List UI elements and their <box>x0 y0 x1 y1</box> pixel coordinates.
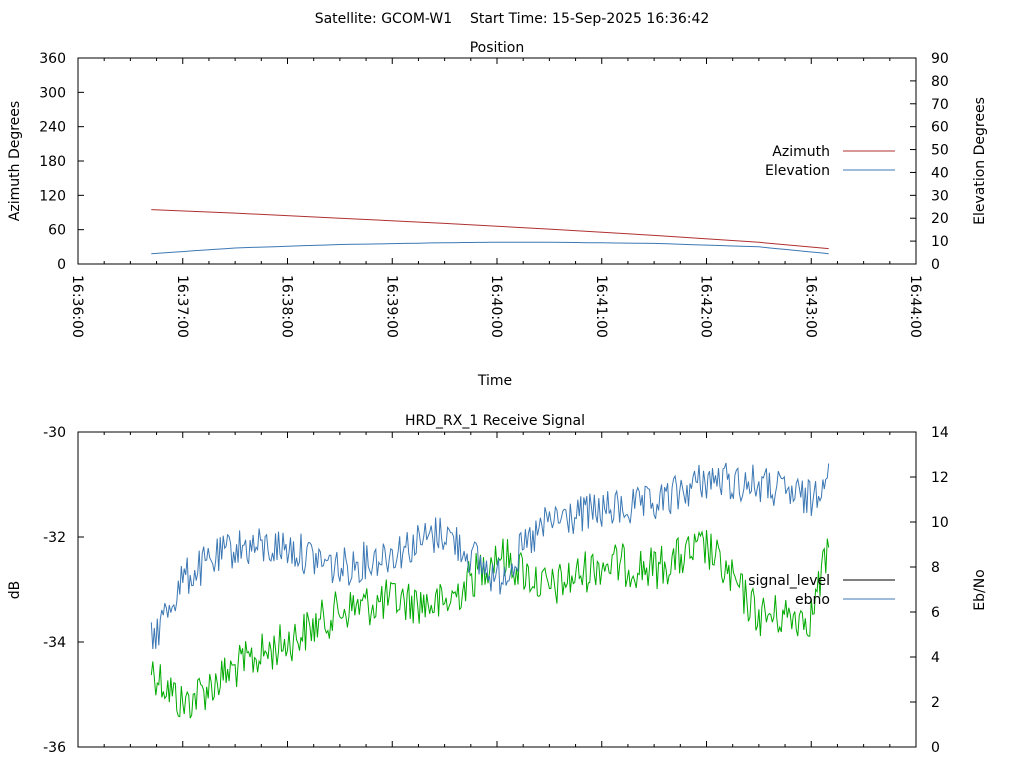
legend-elevation-label: Elevation <box>765 163 830 179</box>
elevation-tick-label: 30 <box>931 188 949 204</box>
legend-signal-level-label: signal_level <box>748 573 830 589</box>
azimuth-tick-label: 300 <box>39 85 66 101</box>
elevation-tick-label: 90 <box>931 51 949 67</box>
ebno-tick-label: 10 <box>931 515 949 531</box>
elevation-tick-label: 70 <box>931 97 949 113</box>
receive-plot-frame <box>77 431 917 748</box>
position-series <box>151 209 829 255</box>
ebno-axis-label: Eb/No <box>972 569 988 611</box>
time-tick-label: 16:42:00 <box>698 275 714 338</box>
green-signal-trace <box>150 530 830 719</box>
legend-azimuth-label: Azimuth <box>772 144 830 160</box>
ebno-tick-label: 4 <box>931 650 940 666</box>
elevation-series-line <box>151 241 829 255</box>
position-legend: Azimuth Elevation <box>765 144 895 179</box>
azimuth-tick-label: 240 <box>39 120 66 136</box>
elevation-tick-label: 40 <box>931 165 949 181</box>
ebno-tick-label: 6 <box>931 605 940 621</box>
ebno-tick-label: 14 <box>931 425 949 441</box>
ebno-tick-label: 2 <box>931 695 940 711</box>
time-tick-label: 16:40:00 <box>488 275 504 338</box>
ebno-tick-label: 0 <box>931 740 940 756</box>
azimuth-tick-label: 60 <box>48 223 66 239</box>
receive-legend: signal_level ebno <box>748 573 895 608</box>
db-tick-label: -34 <box>43 635 66 651</box>
legend-ebno-label: ebno <box>795 592 830 608</box>
time-tick-label: 16:37:00 <box>174 275 190 338</box>
time-axis-label: Time <box>477 373 512 389</box>
time-tick-label: 16:44:00 <box>907 275 923 338</box>
figure-header: Satellite: GCOM-W1 Start Time: 15-Sep-20… <box>315 11 710 27</box>
receive-signal-chart: HRD_RX_1 Receive Signal dB Eb/No -36-34-… <box>7 413 988 756</box>
azimuth-series-line <box>151 209 829 250</box>
position-ticks: 0 60 120 180 240 300 360 0 10 20 30 40 50 60 70 80 90 16:… <box>39 51 949 338</box>
db-axis-label: dB <box>7 581 23 600</box>
position-chart: Position Azimuth Degrees Elevation Degre… <box>7 40 988 389</box>
position-chart-title: Position <box>470 40 525 56</box>
elevation-tick-label: 20 <box>931 211 949 227</box>
db-tick-label: -36 <box>43 740 66 756</box>
elevation-tick-label: 80 <box>931 74 949 90</box>
azimuth-tick-label: 360 <box>39 51 66 67</box>
azimuth-tick-label: 180 <box>39 154 66 170</box>
elevation-axis-label: Elevation Degrees <box>972 97 988 225</box>
time-tick-label: 16:38:00 <box>279 275 295 338</box>
position-plot-frame <box>77 57 917 265</box>
elevation-tick-label: 0 <box>931 257 940 273</box>
elevation-tick-label: 50 <box>931 143 949 159</box>
time-tick-label: 16:41:00 <box>593 275 609 338</box>
azimuth-axis-label: Azimuth Degrees <box>7 101 23 221</box>
receive-signal-chart-title: HRD_RX_1 Receive Signal <box>405 413 585 429</box>
db-tick-label: -32 <box>43 530 66 546</box>
ebno-tick-label: 8 <box>931 560 940 576</box>
db-tick-label: -30 <box>43 425 66 441</box>
elevation-tick-label: 10 <box>931 234 949 250</box>
blue-signal-trace <box>150 462 830 650</box>
time-tick-label: 16:39:00 <box>383 275 399 338</box>
time-tick-label: 16:36:00 <box>69 275 85 338</box>
elevation-tick-label: 60 <box>931 120 949 136</box>
receive-series <box>150 462 830 719</box>
azimuth-tick-label: 120 <box>39 188 66 204</box>
ebno-tick-label: 12 <box>931 470 949 486</box>
receive-ticks: -36 -34 -32 -30 0 2 4 6 8 10 12 14 <box>43 425 949 756</box>
time-tick-label: 16:43:00 <box>802 275 818 338</box>
azimuth-tick-label: 0 <box>57 257 66 273</box>
